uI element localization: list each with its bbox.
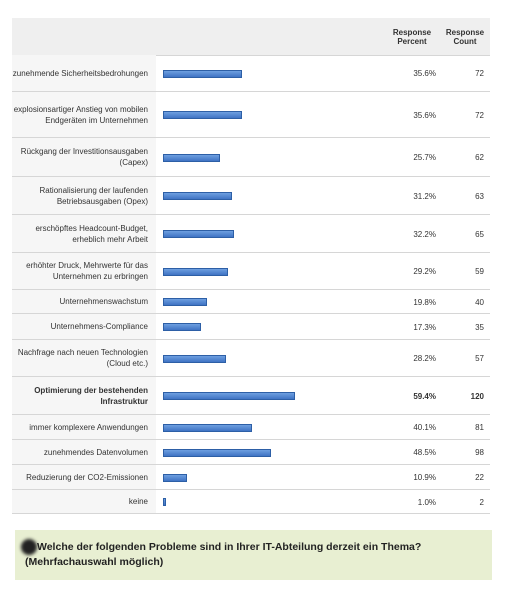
bar: [163, 153, 221, 162]
row: [12, 92, 490, 138]
percent-label: 29.2%: [413, 267, 436, 276]
count-label: 2: [479, 497, 484, 507]
count-label: 40: [475, 297, 484, 307]
percent-label: 31.2%: [413, 191, 436, 201]
bar: [163, 230, 235, 238]
results-table: Response Percent Response Count zunehmen…: [12, 18, 490, 514]
bar: [163, 267, 228, 276]
bar: [163, 498, 166, 506]
row: [12, 440, 490, 465]
bar: [163, 448, 271, 457]
bar: [163, 323, 202, 331]
percent-label: 48.5%: [413, 448, 436, 457]
count-label: 62: [475, 153, 484, 162]
bar: [163, 192, 233, 200]
percent-label: 28.2%: [413, 354, 436, 363]
count-label: 81: [475, 423, 484, 432]
category-label: Rückgang der Investitionsausgaben (Capex…: [12, 138, 156, 176]
row: [12, 415, 490, 440]
bar: [163, 392, 295, 400]
bar: [163, 423, 253, 432]
count-label: 59: [475, 267, 484, 276]
header-bg: [12, 18, 490, 55]
row: [12, 490, 490, 514]
avatar: [21, 539, 37, 555]
category-label: Rationalisierung der laufenden Betriebsa…: [12, 177, 156, 214]
header-count: Response Count: [445, 28, 485, 46]
category-label: zunehmendes Datenvolumen: [12, 440, 156, 464]
category-label: erhöhter Druck, Mehrwerte für das Untern…: [12, 253, 156, 289]
percent-label: 25.7%: [413, 153, 436, 162]
category-label: Reduzierung der CO2-Emissionen: [12, 465, 156, 489]
count-label: 63: [475, 191, 484, 201]
row: [12, 377, 490, 415]
header-percent: Response Percent: [392, 28, 432, 46]
count-label: 72: [475, 110, 484, 120]
percent-label: 1.0%: [417, 497, 436, 507]
row: [12, 290, 490, 314]
count-label: 57: [475, 354, 484, 363]
percent-label: 40.1%: [413, 423, 436, 432]
row: [12, 177, 490, 215]
row: [12, 253, 490, 290]
percent-label: 17.3%: [413, 322, 436, 332]
bar: [163, 473, 188, 482]
category-label: Optimierung der bestehenden Infrastruktu…: [12, 377, 156, 414]
count-label: 22: [475, 473, 484, 482]
percent-label: 32.2%: [413, 229, 436, 239]
percent-label: 59.4%: [413, 391, 436, 401]
row: [12, 138, 490, 177]
count-label: 120: [470, 391, 484, 401]
percent-label: 10.9%: [413, 473, 436, 482]
percent-label: 35.6%: [413, 69, 436, 78]
row: [12, 55, 490, 92]
row: [12, 340, 490, 377]
category-label: Nachfrage nach neuen Technologien (Cloud…: [12, 340, 156, 376]
bar: [163, 354, 226, 363]
percent-label: 19.8%: [413, 297, 436, 307]
category-label: explosionsartiger Anstieg von mobilen En…: [12, 92, 156, 137]
count-label: 98: [475, 448, 484, 457]
category-label: erschöpftes Headcount-Budget, erheblich …: [12, 215, 156, 252]
row: [12, 465, 490, 490]
category-label: zunehmende Sicherheitsbedrohungen: [12, 55, 156, 91]
bar: [163, 69, 243, 78]
bar: [163, 111, 243, 119]
row: [12, 215, 490, 253]
question: Welche der folgenden Probleme sind in Ih…: [25, 541, 422, 568]
category-label: immer komplexere Anwendungen: [12, 415, 156, 439]
category-label: Unternehmenswachstum: [12, 290, 156, 313]
category-label: keine: [12, 490, 156, 513]
count-label: 72: [475, 69, 484, 78]
bar: [163, 298, 207, 306]
row: [12, 314, 490, 340]
percent-label: 35.6%: [413, 110, 436, 120]
count-label: 65: [475, 229, 484, 239]
count-label: 35: [475, 322, 484, 332]
question-box: Welche der folgenden Probleme sind in Ih…: [15, 530, 492, 580]
category-label: Unternehmens-Compliance: [12, 314, 156, 339]
